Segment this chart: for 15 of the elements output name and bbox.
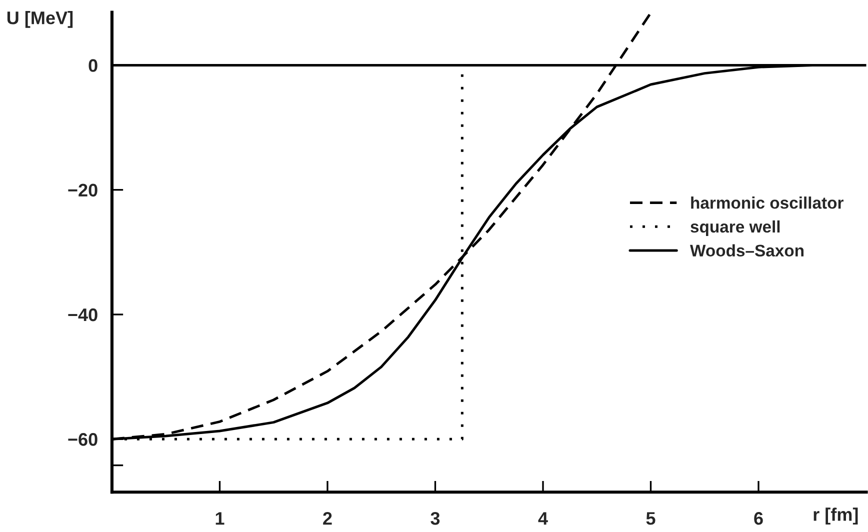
y-tick-label: 0 <box>88 59 98 72</box>
y-axis-title: U [MeV] <box>7 11 73 28</box>
y-tick-label: −60 <box>68 433 98 446</box>
y-tick-label: −40 <box>68 308 98 322</box>
x-tick-label: 3 <box>430 512 440 525</box>
legend-label: harmonic oscillator <box>691 196 844 209</box>
x-tick-label: 1 <box>216 512 224 525</box>
x-tick-label: 5 <box>646 512 656 525</box>
x-tick-label: 2 <box>323 512 332 525</box>
y-tick-label: −20 <box>68 184 98 197</box>
legend-label: square well <box>690 220 780 236</box>
x-tick-label: 4 <box>538 512 548 525</box>
x-axis-title: r [fm] <box>814 508 858 525</box>
legend-label: Woods–Saxon <box>690 244 804 257</box>
x-tick-label: 6 <box>754 512 763 525</box>
